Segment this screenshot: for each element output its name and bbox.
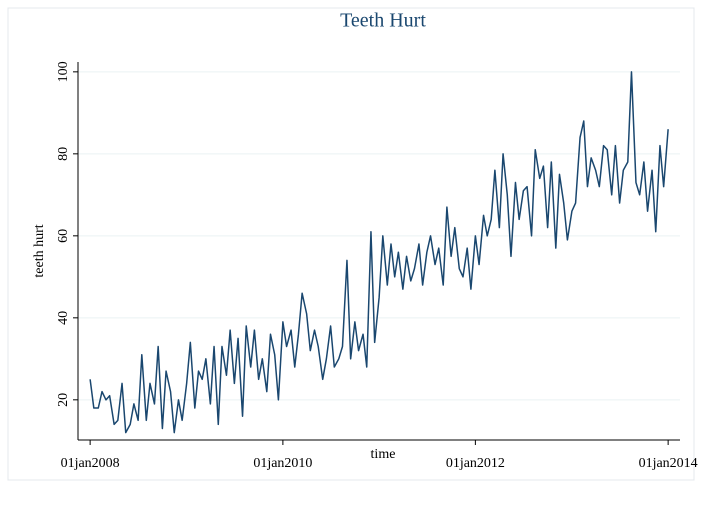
x-tick-label: 01jan2014: [639, 456, 698, 471]
y-tick-label: 100: [56, 61, 71, 82]
x-axis-label: time: [371, 447, 396, 462]
y-axis-label: teeth hurt: [32, 224, 47, 277]
chart-title: Teeth Hurt: [340, 10, 426, 32]
y-tick-label: 60: [56, 229, 71, 243]
y-tick-label: 20: [56, 393, 71, 407]
x-tick-label: 01jan2010: [253, 456, 312, 471]
x-tick-label: 01jan2008: [61, 456, 120, 471]
line: [89, 71, 669, 434]
y-tick-label: 40: [56, 311, 71, 325]
y-tick-label: 80: [56, 147, 71, 161]
graph-region: [7, 7, 695, 481]
x-tick-label: 01jan2012: [446, 456, 505, 471]
